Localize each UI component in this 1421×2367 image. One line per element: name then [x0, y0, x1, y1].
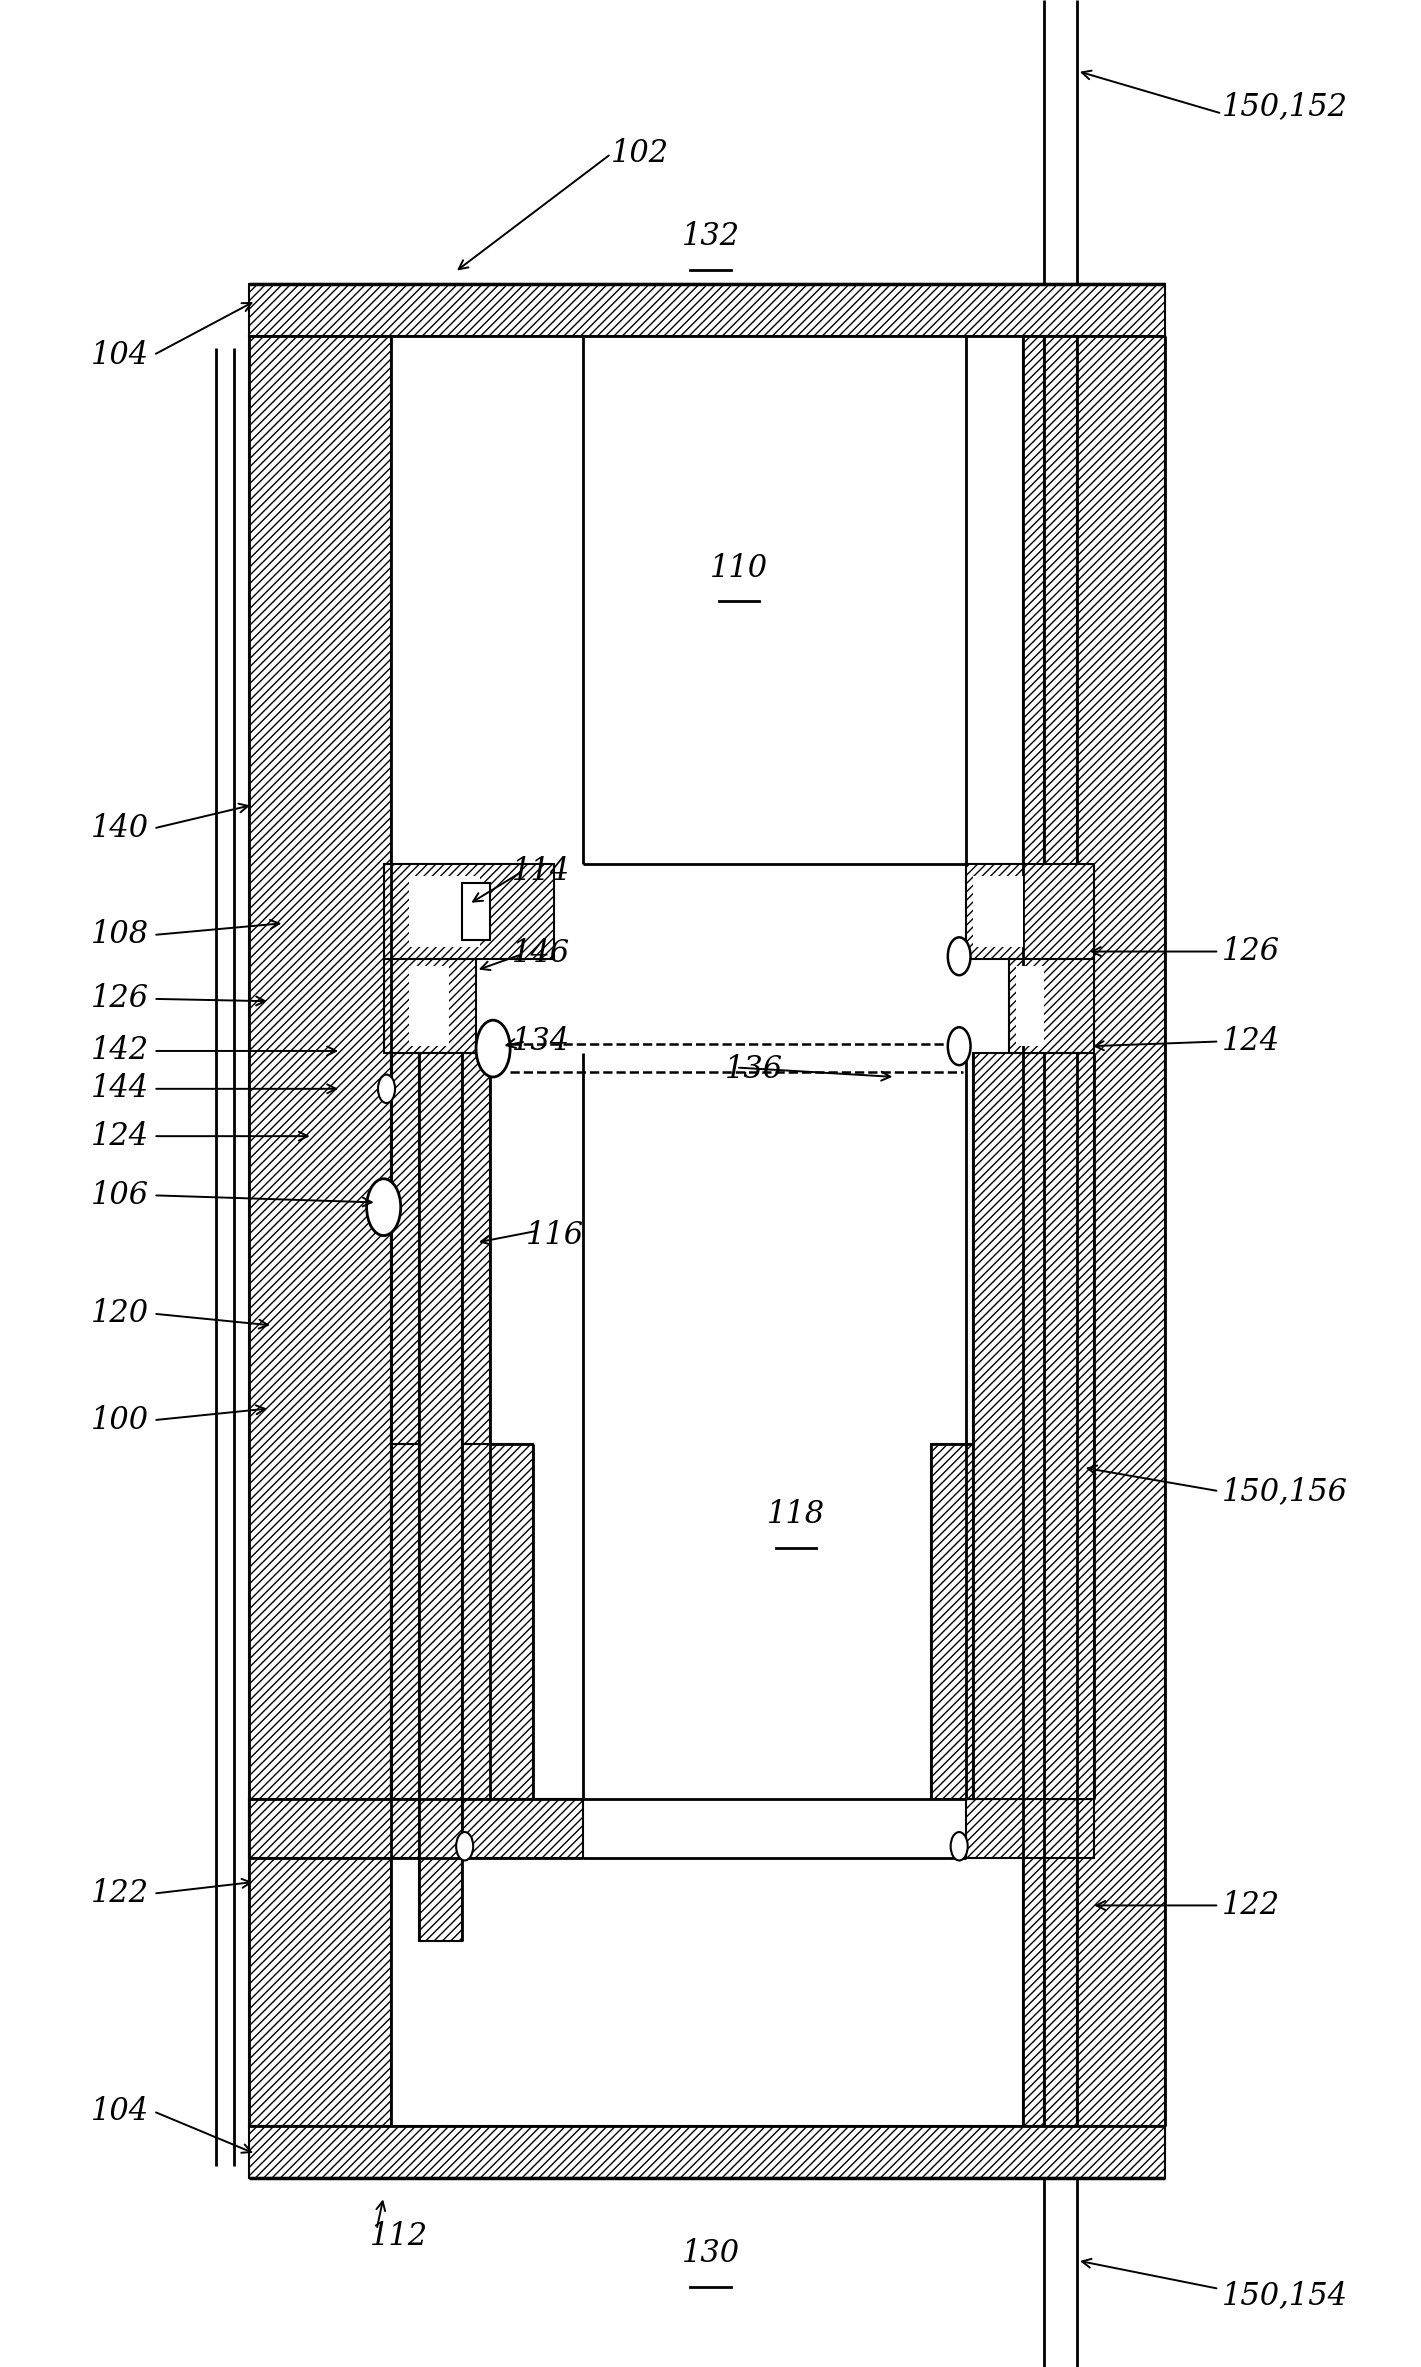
- Bar: [384, 864, 554, 959]
- Bar: [931, 1444, 973, 1799]
- Text: 122: 122: [1222, 1889, 1280, 1922]
- Bar: [249, 284, 1165, 336]
- Text: 106: 106: [91, 1179, 149, 1212]
- Text: 130: 130: [682, 2237, 739, 2270]
- Bar: [1023, 336, 1165, 2126]
- Text: 110: 110: [710, 552, 767, 585]
- Text: 150,154: 150,154: [1222, 2279, 1349, 2313]
- Circle shape: [948, 1027, 971, 1065]
- Text: 134: 134: [512, 1025, 570, 1058]
- Circle shape: [456, 1832, 473, 1860]
- Bar: [419, 1053, 462, 1941]
- Text: 104: 104: [91, 2095, 149, 2128]
- Bar: [973, 876, 1023, 947]
- Text: 120: 120: [91, 1297, 149, 1330]
- Bar: [462, 883, 490, 940]
- Text: 146: 146: [512, 937, 570, 970]
- Text: 124: 124: [1222, 1025, 1280, 1058]
- Text: 114: 114: [512, 854, 570, 888]
- Text: 112: 112: [369, 2220, 428, 2253]
- Text: 122: 122: [91, 1877, 149, 1910]
- Text: 102: 102: [611, 137, 669, 170]
- Bar: [1044, 336, 1077, 2126]
- Circle shape: [948, 937, 971, 975]
- Text: 136: 136: [725, 1053, 783, 1086]
- Text: 140: 140: [91, 812, 149, 845]
- Text: 104: 104: [91, 338, 149, 372]
- Text: 132: 132: [682, 220, 739, 253]
- Circle shape: [367, 1179, 401, 1236]
- Circle shape: [378, 1075, 395, 1103]
- Bar: [490, 1053, 533, 1799]
- Bar: [384, 959, 476, 1053]
- Bar: [1009, 959, 1094, 1053]
- Text: 116: 116: [526, 1219, 584, 1252]
- Bar: [391, 1053, 490, 1799]
- Text: 126: 126: [1222, 935, 1280, 968]
- Text: 118: 118: [767, 1498, 824, 1531]
- Text: 124: 124: [91, 1120, 149, 1153]
- Bar: [966, 864, 1094, 959]
- Bar: [973, 1053, 1094, 1799]
- Bar: [391, 1444, 533, 1799]
- Bar: [966, 1799, 1094, 1858]
- Text: 142: 142: [91, 1034, 149, 1068]
- Bar: [249, 1799, 583, 1858]
- Bar: [1016, 966, 1044, 1046]
- Text: 144: 144: [91, 1072, 149, 1105]
- Text: 126: 126: [91, 982, 149, 1015]
- Circle shape: [951, 1832, 968, 1860]
- Text: 100: 100: [91, 1404, 149, 1437]
- Circle shape: [476, 1020, 510, 1077]
- Text: 150,156: 150,156: [1222, 1475, 1349, 1508]
- Text: 108: 108: [91, 918, 149, 952]
- Bar: [249, 2126, 1165, 2178]
- Bar: [249, 336, 391, 2126]
- Bar: [409, 966, 449, 1046]
- Bar: [409, 876, 480, 947]
- Text: 150,152: 150,152: [1222, 90, 1349, 123]
